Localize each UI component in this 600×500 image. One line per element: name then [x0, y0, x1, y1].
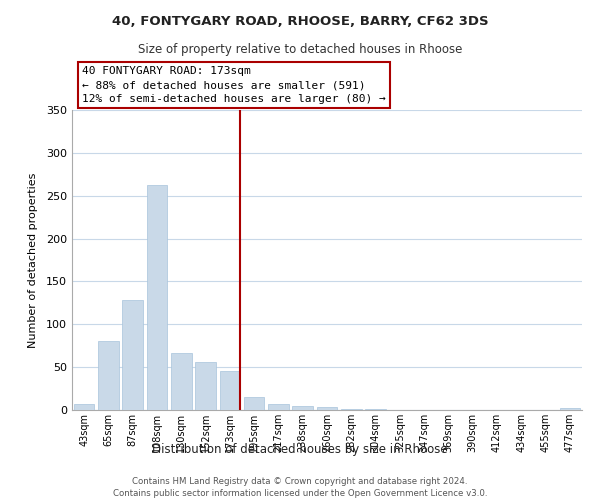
Bar — [268, 404, 289, 410]
Bar — [341, 409, 362, 410]
Bar — [317, 406, 337, 410]
Y-axis label: Number of detached properties: Number of detached properties — [28, 172, 38, 348]
Text: Contains public sector information licensed under the Open Government Licence v3: Contains public sector information licen… — [113, 489, 487, 498]
Text: 40 FONTYGARY ROAD: 173sqm
← 88% of detached houses are smaller (591)
12% of semi: 40 FONTYGARY ROAD: 173sqm ← 88% of detac… — [82, 66, 386, 104]
Text: Size of property relative to detached houses in Rhoose: Size of property relative to detached ho… — [138, 42, 462, 56]
Bar — [292, 406, 313, 410]
Bar — [122, 300, 143, 410]
Bar — [98, 340, 119, 410]
Bar — [560, 408, 580, 410]
Bar — [74, 404, 94, 410]
Bar — [195, 362, 216, 410]
Text: Contains HM Land Registry data © Crown copyright and database right 2024.: Contains HM Land Registry data © Crown c… — [132, 478, 468, 486]
Text: 40, FONTYGARY ROAD, RHOOSE, BARRY, CF62 3DS: 40, FONTYGARY ROAD, RHOOSE, BARRY, CF62 … — [112, 15, 488, 28]
Bar — [146, 184, 167, 410]
Bar — [244, 397, 265, 410]
Bar — [220, 370, 240, 410]
Bar — [171, 352, 191, 410]
Bar — [365, 409, 386, 410]
Text: Distribution of detached houses by size in Rhoose: Distribution of detached houses by size … — [152, 442, 448, 456]
